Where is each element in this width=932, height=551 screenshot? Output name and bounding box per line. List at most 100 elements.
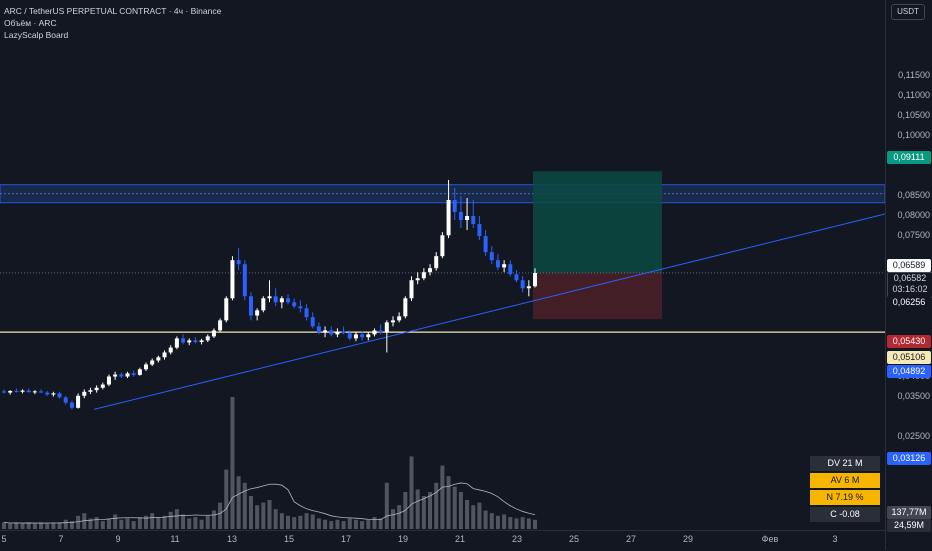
time-tick: 17: [340, 534, 352, 544]
price-tick: 0,02500: [897, 430, 930, 441]
price-tick: 0,07500: [897, 230, 930, 241]
candle-body: [39, 391, 44, 393]
candle-body: [434, 256, 439, 269]
candle-body: [409, 280, 414, 299]
volume-bar: [39, 522, 44, 529]
volume-bar: [218, 502, 223, 529]
volume-bar: [329, 521, 334, 529]
candle-body: [248, 296, 253, 316]
candle-body: [162, 352, 167, 358]
volume-bar: [415, 489, 420, 529]
volume-bar: [248, 496, 253, 529]
volume-total-label: 137,77M: [887, 506, 931, 519]
candle-body: [446, 199, 451, 236]
stop-loss-price-label: 0,05430: [887, 335, 931, 348]
volume-bar: [224, 469, 229, 529]
candle-countdown: 03:16:02: [892, 284, 928, 294]
price-axis[interactable]: USDT 0,115000,110000,105000,100000,09500…: [885, 0, 932, 550]
time-tick: 7: [58, 534, 64, 544]
candle-body: [415, 278, 420, 281]
volume-bar: [113, 514, 118, 529]
board-n: N 7.19 %: [810, 490, 880, 505]
candle-body: [292, 302, 297, 307]
volume-bar: [193, 517, 198, 529]
candle-body: [57, 393, 62, 398]
candle-body: [224, 298, 229, 321]
candle-body: [45, 392, 50, 395]
volume-legend[interactable]: Объём · ARC: [4, 18, 57, 28]
volume-bar: [76, 515, 81, 529]
candle-body: [144, 364, 149, 370]
candle-body: [261, 298, 266, 311]
time-tick: 21: [454, 534, 466, 544]
candle-body: [156, 357, 161, 361]
candle-body: [508, 264, 513, 275]
candle-body: [69, 402, 74, 408]
time-tick: 9: [115, 534, 121, 544]
candle-body: [366, 334, 371, 338]
candle-body: [323, 330, 328, 333]
candle-body: [150, 360, 155, 365]
symbol-legend[interactable]: ARC / TetherUS PERPETUAL CONTRACT · 4ч ·…: [4, 6, 222, 16]
candle-body: [193, 340, 198, 343]
candles: [2, 179, 537, 410]
candle-body: [88, 390, 93, 392]
time-tick: 19: [397, 534, 409, 544]
candle-body: [286, 298, 291, 303]
price-chart[interactable]: [0, 0, 885, 530]
volume-bar: [242, 482, 247, 529]
candle-body: [465, 216, 470, 221]
candle-body: [82, 391, 87, 396]
volume-bar: [520, 517, 525, 529]
entry-price-label: 0,06256: [887, 296, 931, 309]
candle-body: [514, 274, 519, 281]
candle-body: [378, 330, 383, 333]
volume-bar: [181, 514, 186, 529]
candle-body: [113, 374, 118, 377]
candle-body: [230, 260, 235, 299]
candle-body: [63, 397, 68, 403]
volume-bar: [533, 519, 537, 529]
candle-body: [397, 316, 402, 321]
candle-body: [26, 390, 31, 393]
volume-bar: [261, 502, 266, 529]
candle-body: [236, 260, 241, 265]
candle-body: [137, 369, 142, 375]
volume-bar: [205, 515, 210, 529]
volume-bar: [131, 521, 136, 529]
volume-bar: [477, 502, 482, 529]
price-tick: 0,08000: [897, 210, 930, 221]
volume-bar: [323, 519, 328, 529]
lazyscalp-board: DV 21 M AV 6 M N 7.19 % C -0.08: [810, 456, 880, 524]
candle-body: [310, 317, 315, 327]
volume-bar: [174, 509, 179, 529]
candle-body: [14, 390, 19, 392]
chart-area[interactable]: ARC / TetherUS PERPETUAL CONTRACT · 4ч ·…: [0, 0, 885, 530]
candle-body: [316, 326, 321, 333]
volume-bar: [236, 476, 241, 529]
candle-body: [452, 199, 457, 213]
candle-body: [372, 330, 377, 335]
candle-body: [458, 212, 463, 221]
candle-body: [174, 338, 179, 348]
time-axis[interactable]: 5 7 9 11 13 15 17 19 21 23 25 27 29 Фев 3: [0, 530, 885, 551]
volume-bar: [353, 519, 358, 529]
time-tick: 29: [682, 534, 694, 544]
volume-bar: [310, 514, 315, 529]
candle-body: [298, 306, 303, 309]
volume-bar: [26, 522, 31, 529]
candle-body: [255, 310, 260, 316]
price-tick: 0,11500: [898, 69, 930, 80]
candle-body: [205, 336, 210, 341]
indicator-legend[interactable]: LazyScalp Board: [4, 30, 69, 40]
candle-body: [533, 273, 537, 287]
time-tick: 5: [1, 534, 7, 544]
price-tick: 0,08500: [897, 189, 930, 200]
volume-bar: [156, 517, 161, 529]
candle-body: [267, 296, 272, 299]
currency-button[interactable]: USDT: [891, 4, 925, 20]
candle-body: [181, 338, 186, 343]
volume-bar: [335, 519, 340, 529]
time-tick: 13: [226, 534, 238, 544]
volume-bar: [409, 456, 414, 529]
